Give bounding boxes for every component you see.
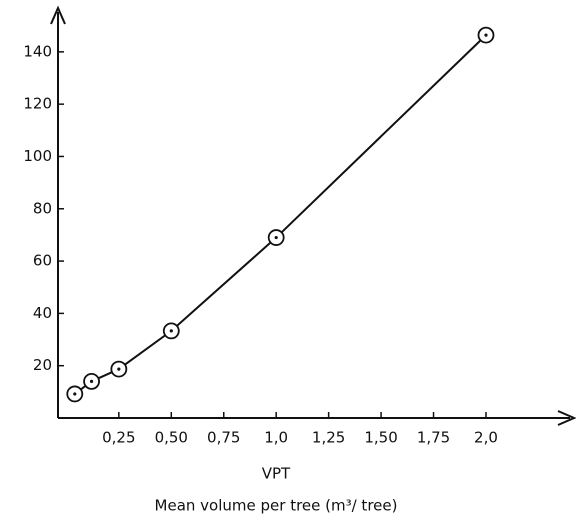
y-tick-label: 20 (33, 356, 52, 374)
x-tick-label: 2,0 (474, 429, 498, 447)
y-tick-label: 40 (33, 304, 52, 322)
x-axis-label: VPT (262, 465, 291, 483)
y-tick-label: 120 (23, 95, 52, 113)
y-tick-label: 60 (33, 252, 52, 270)
x-tick-label: 1,50 (364, 429, 397, 447)
line (74, 34, 487, 395)
point-dot (117, 367, 121, 371)
point-dot (484, 33, 488, 37)
x-axis-label-2: Mean volume per tree (m³/ tree) (155, 497, 398, 515)
x-tick-label: 1,25 (312, 429, 345, 447)
point-dot (89, 379, 94, 383)
y-tick-label: 80 (33, 199, 52, 217)
point-dot (169, 329, 173, 333)
y-axis-arrow (50, 5, 66, 25)
x-axis-arrow (557, 410, 576, 426)
x-tick-label: 1,0 (264, 429, 288, 447)
point-dot (73, 392, 77, 396)
y-tick-label: 140 (23, 42, 52, 60)
point-dot (274, 235, 278, 240)
x-tick-label: 0,75 (207, 429, 240, 447)
y-tick-label: 100 (23, 147, 52, 165)
x-tick-label: 1,75 (417, 429, 450, 447)
x-tick-label: 0,50 (155, 429, 188, 447)
x-tick-label: 0,25 (102, 429, 135, 447)
